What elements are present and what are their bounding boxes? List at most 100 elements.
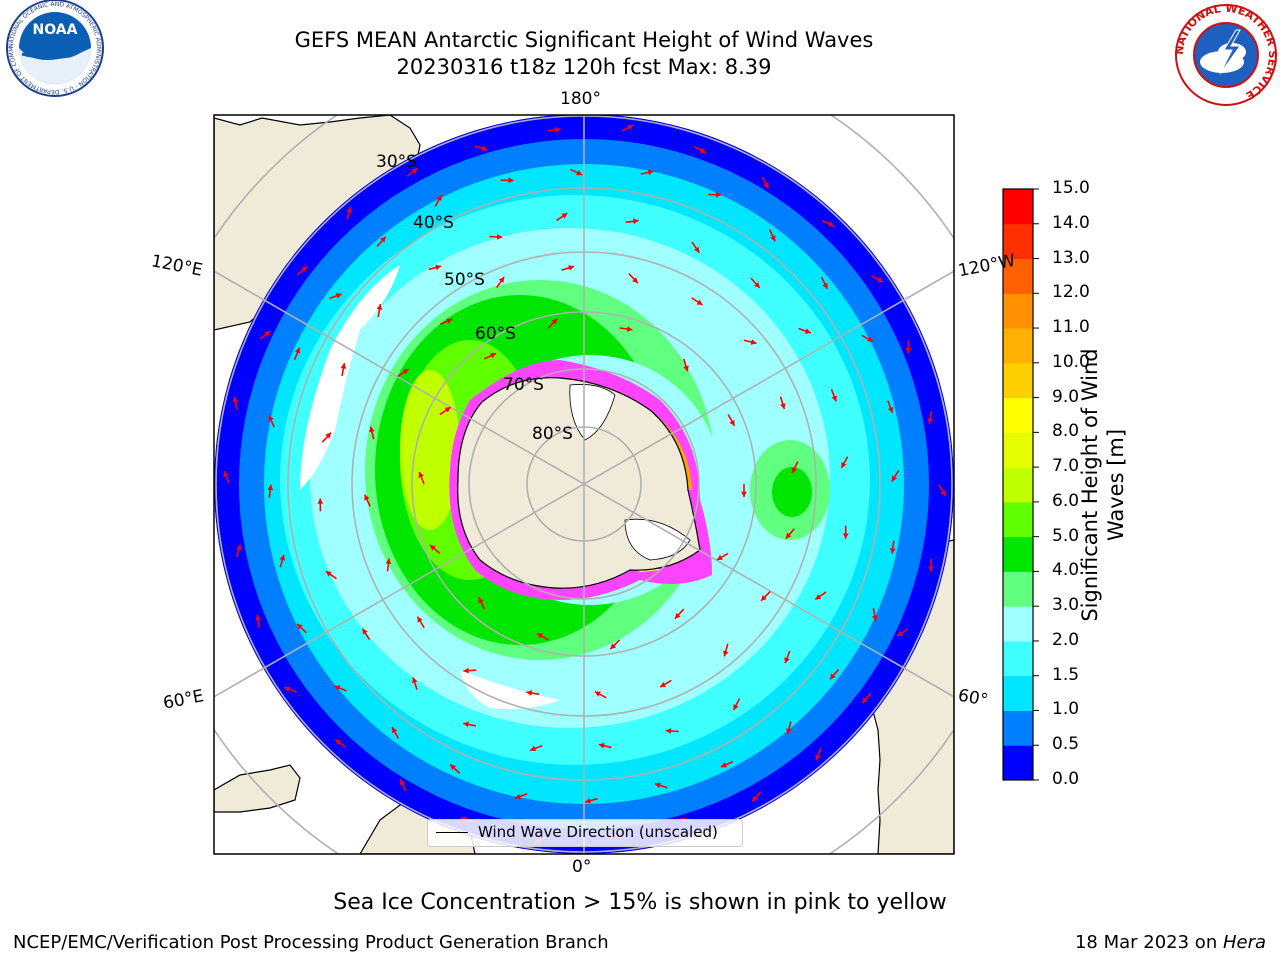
- wave-direction-arrowhead: [733, 704, 739, 711]
- wave-direction-arrowhead: [317, 498, 324, 504]
- wave-direction-arrowhead: [877, 277, 884, 283]
- wave-direction-arrowhead: [376, 304, 383, 310]
- colorbar-bin: [1003, 745, 1033, 781]
- lon-label-0: 0°: [572, 857, 592, 877]
- wave-direction-arrowhead: [729, 419, 735, 426]
- wave-direction-arrowhead: [626, 326, 633, 332]
- wave-direction-arrowhead: [594, 691, 601, 697]
- wave-direction-arrowhead: [294, 347, 301, 354]
- wave-direction-arrowhead: [660, 681, 667, 688]
- graticule: [214, 115, 954, 854]
- wave-direction-arrowhead: [633, 218, 639, 225]
- colorbar-bin: [1003, 536, 1033, 572]
- colorbar-tick-label: 5.0: [1052, 525, 1080, 546]
- wave-direction-arrowhead: [364, 494, 370, 501]
- wave-direction-arrowhead: [362, 628, 368, 635]
- wave-direction-arrowhead: [696, 299, 703, 305]
- wave-direction-arrowhead: [841, 462, 847, 469]
- wave-direction-arrowhead: [815, 754, 821, 761]
- wave-direction-arrowhead: [561, 213, 568, 219]
- wave-direction-arrowhead: [897, 630, 904, 637]
- wave-direction-arrowhead: [905, 348, 912, 354]
- noaa-logo: NATIONAL OCEANIC AND ATMOSPHERIC ADMINIS…: [0, 0, 104, 97]
- legend-line-swatch: [436, 832, 468, 833]
- wave-direction-arrowhead: [325, 571, 332, 577]
- wave-direction-arrowhead: [264, 330, 271, 337]
- wave-direction-arrowhead: [481, 145, 488, 152]
- wave-direction-arrowhead: [301, 266, 308, 273]
- colorbar-bin: [1003, 571, 1033, 607]
- wave-direction-arrowhead: [647, 169, 654, 176]
- wave-direction-arrowhead: [632, 277, 638, 284]
- map-border: [213, 114, 955, 855]
- lat-label-60s: 60°S: [475, 324, 516, 344]
- wave-direction-arrowhead: [346, 207, 352, 213]
- wave-direction-arrowhead: [450, 764, 457, 771]
- wave-direction-arrowhead: [325, 432, 332, 439]
- colorbar-bin: [1003, 710, 1033, 746]
- wave-direction-arrowhead: [554, 127, 561, 133]
- wave-direction-arrowhead: [665, 728, 672, 734]
- wave-direction-arrowhead: [392, 727, 398, 734]
- wave-direction-arrowhead: [296, 623, 303, 630]
- colorbar-tick-label: 11.0: [1052, 317, 1090, 338]
- wave-direction-arrowhead: [223, 471, 229, 478]
- colorbar-label-line1: Significant Height of Wind: [1078, 348, 1102, 622]
- wave-direction-arrowhead: [576, 170, 583, 176]
- lat-label-50s: 50°S: [444, 270, 485, 290]
- lat-label-80s: 80°S: [532, 424, 573, 444]
- colorbar-bin: [1003, 397, 1033, 433]
- wave-direction-arrowhead: [830, 673, 836, 680]
- wave-direction-arrowhead: [699, 147, 706, 153]
- colorbar-tick-label: 7.0: [1052, 456, 1080, 477]
- wave-direction-arrowhead: [514, 793, 521, 800]
- wave-direction-arrowhead: [490, 353, 497, 359]
- map-legend: Wind Wave Direction (unscaled): [427, 819, 743, 847]
- lat-label-30s: 30°S: [376, 152, 417, 172]
- wave-direction-arrowhead: [537, 633, 544, 639]
- chart-subtitle: 20230316 t18z 120h fcst Max: 8.39: [396, 55, 772, 79]
- wave-direction-arrowhead: [498, 276, 505, 283]
- colorbar-tick-label: 12.0: [1052, 282, 1090, 303]
- colorbar-tick-label: 4.0: [1052, 560, 1080, 581]
- wave-direction-arrowhead: [891, 475, 898, 482]
- wave-direction-arrowhead: [804, 328, 811, 334]
- legend-label: Wind Wave Direction (unscaled): [478, 823, 718, 841]
- wave-direction-arrowhead: [444, 407, 451, 413]
- nws-logo: NATIONAL WEATHER SERVICE: [1173, 2, 1279, 106]
- wave-direction-arrowhead: [411, 168, 418, 174]
- footer-date: 18 Mar 2023 on Hera: [1075, 932, 1266, 953]
- wave-direction-arrowhead: [335, 293, 342, 299]
- map-area: [214, 115, 954, 854]
- wave-direction-arrowhead: [654, 782, 661, 789]
- lat-label-70s: 70°S: [503, 375, 544, 395]
- wave-direction-arrowhead: [399, 779, 406, 786]
- colorbar-bin: [1003, 432, 1033, 468]
- wave-direction-arrowhead: [255, 614, 262, 621]
- wave-direction-arrowhead: [872, 615, 878, 622]
- wave-direction-arrowhead: [429, 545, 436, 551]
- wave-direction-arrowhead: [791, 467, 797, 474]
- colorbar: [1002, 188, 1039, 781]
- wave-direction-arrowhead: [380, 236, 386, 243]
- footer-date-text: 18 Mar 2023 on: [1074, 932, 1223, 953]
- wave-direction-arrowhead: [770, 235, 776, 242]
- wave-direction-arrowhead: [828, 221, 835, 227]
- wave-direction-arrowhead: [418, 471, 424, 478]
- footer-host: Hera: [1222, 932, 1266, 953]
- wave-direction-arrowhead: [760, 595, 767, 601]
- colorbar-tick-label: 1.5: [1052, 664, 1080, 685]
- wave-direction-arrowhead: [496, 234, 503, 240]
- colorbar-frame: [1002, 188, 1034, 781]
- wave-direction-arrowhead: [683, 365, 689, 372]
- colorbar-tick-label: 0.5: [1052, 734, 1080, 755]
- wave-direction-arrowhead: [694, 246, 700, 253]
- colorbar-label-line2: Waves [m]: [1104, 428, 1128, 542]
- wave-direction-arrowhead: [268, 415, 274, 422]
- lon-label-180: 180°: [560, 89, 601, 109]
- colorbar-tick-label: 14.0: [1052, 212, 1090, 233]
- wave-direction-arrowhead: [927, 418, 934, 424]
- wave-direction-arrowhead: [585, 797, 591, 804]
- colorbar-bin: [1003, 501, 1033, 538]
